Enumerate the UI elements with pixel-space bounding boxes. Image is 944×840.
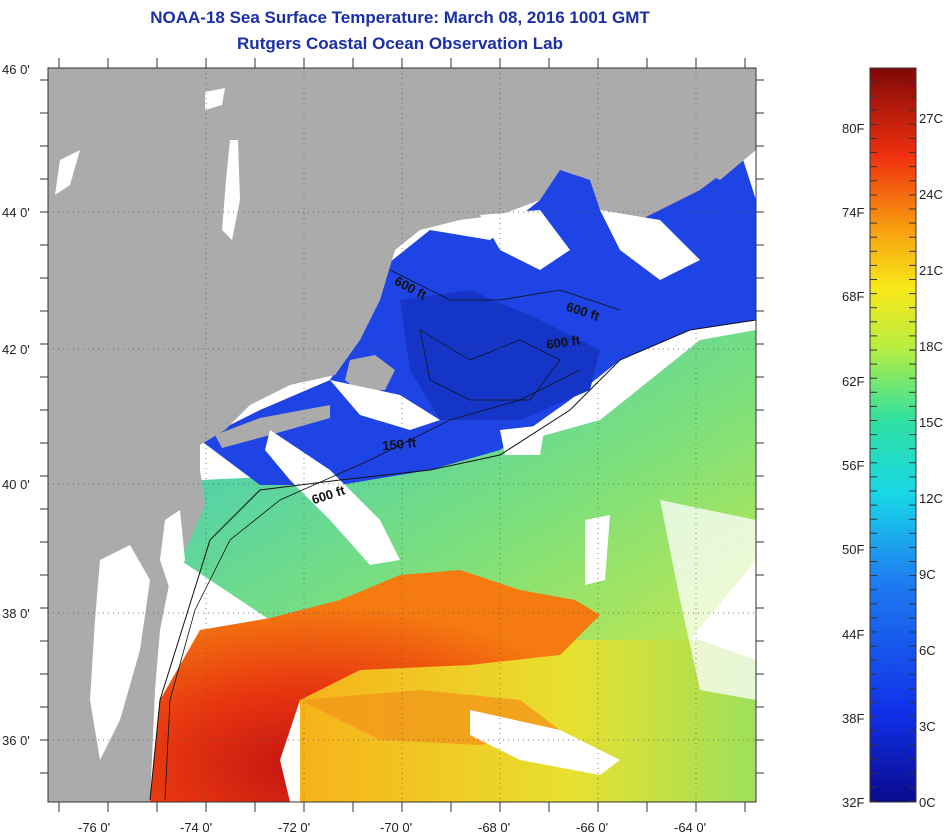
colorbar-label-c: 21C (919, 263, 943, 278)
chesapeake-bay (90, 545, 150, 760)
cloud-patch (660, 500, 756, 700)
gulf-stream (150, 570, 600, 802)
colorbar-label-f: 38F (842, 711, 864, 726)
cloud-patch (265, 430, 400, 565)
colorbar (869, 67, 917, 803)
lon-tick-label: -64 0' (674, 820, 706, 835)
lat-tick-label: 40 0' (2, 477, 30, 492)
lat-tick-label: 42 0' (2, 342, 30, 357)
lake (205, 88, 225, 110)
contour-600ft (149, 319, 756, 801)
axis-ticks (40, 58, 764, 812)
map-subtitle: Rutgers Coastal Ocean Observation Lab (237, 34, 563, 53)
delaware-bay (160, 510, 185, 590)
cape-cod (345, 355, 395, 392)
lat-tick-label: 38 0' (2, 606, 30, 621)
contour-150ft (164, 369, 581, 801)
contour-label: 600 ft (545, 332, 581, 352)
slope-water (180, 330, 756, 660)
lat-tick-label: 46 0' (2, 62, 30, 77)
long-island (215, 405, 330, 448)
colorbar-label-f: 62F (842, 374, 864, 389)
cloud-patch (470, 710, 620, 775)
contour-label: 150 ft (381, 435, 417, 454)
graticule (48, 68, 756, 802)
land-mass (48, 68, 756, 802)
colorbar-label-c: 24C (919, 187, 943, 202)
lon-tick-label: -74 0' (180, 820, 212, 835)
colorbar-label-c: 6C (919, 643, 936, 658)
lon-tick-label: -72 0' (278, 820, 310, 835)
lat-tick-label: 44 0' (2, 205, 30, 220)
nova-scotia (580, 90, 756, 230)
colorbar-label-f: 44F (842, 627, 864, 642)
contour-basin-inner (419, 329, 561, 401)
lake-champlain (222, 140, 240, 240)
colorbar-label-f: 56F (842, 458, 864, 473)
colorbar-label-c: 15C (919, 415, 943, 430)
cloud-patch (600, 210, 700, 280)
colorbar-label-f: 32F (842, 795, 864, 810)
colorbar-label-f: 80F (842, 121, 864, 136)
colorbar-label-c: 0C (919, 795, 936, 810)
map-title: NOAA-18 Sea Surface Temperature: March 0… (150, 8, 650, 27)
colorbar-ticks (870, 67, 916, 802)
colorbar-label-f: 68F (842, 289, 864, 304)
lon-tick-label: -68 0' (478, 820, 510, 835)
deep-basin (400, 290, 600, 420)
colorbar-label-c: 27C (919, 111, 943, 126)
lon-tick-label: -66 0' (576, 820, 608, 835)
colorbar-label-c: 9C (919, 567, 936, 582)
lon-tick-label: -76 0' (78, 820, 110, 835)
lat-tick-label: 36 0' (2, 733, 30, 748)
colorbar-label-c: 12C (919, 491, 943, 506)
cloud-patch (585, 515, 610, 585)
cloud-patch (480, 210, 570, 270)
contour-600ft-basin (389, 269, 621, 311)
lon-tick-label: -70 0' (380, 820, 412, 835)
colorbar-label-c: 3C (919, 719, 936, 734)
cloud-patch (330, 380, 440, 430)
lake (55, 150, 80, 195)
colorbar-label-c: 18C (919, 339, 943, 354)
colorbar-label-f: 50F (842, 542, 864, 557)
colorbar-label-f: 74F (842, 205, 864, 220)
